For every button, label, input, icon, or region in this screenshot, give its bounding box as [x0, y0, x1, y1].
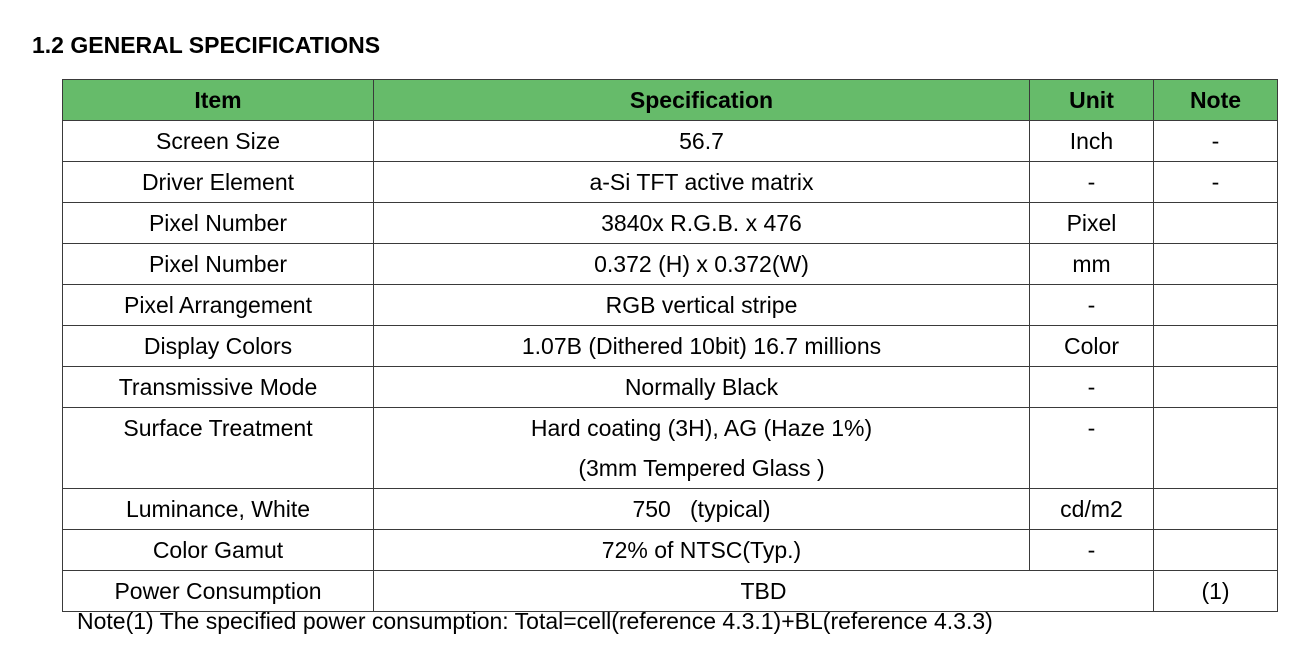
cell-item: Pixel Arrangement — [62, 284, 374, 326]
table-row: Pixel Number 0.372 (H) x 0.372(W) mm — [62, 243, 1278, 285]
section-title: 1.2 GENERAL SPECIFICATIONS — [32, 32, 381, 58]
cell-note: - — [1153, 161, 1278, 203]
table-row: Power Consumption TBD (1) — [62, 570, 1278, 612]
cell-item: Color Gamut — [62, 529, 374, 571]
cell-specification: 56.7 — [373, 120, 1030, 162]
cell-specification: 72% of NTSC(Typ.) — [373, 529, 1030, 571]
table-row: Driver Element a-Si TFT active matrix - … — [62, 161, 1278, 203]
cell-unit: Color — [1029, 325, 1154, 367]
cell-unit: cd/m2 — [1029, 488, 1154, 530]
cell-unit: Pixel — [1029, 202, 1154, 244]
table-row: Luminance, White 750 (typical) cd/m2 — [62, 488, 1278, 530]
cell-specification: 750 (typical) — [373, 488, 1030, 530]
general-specifications-table: Item Specification Unit Note Screen Size… — [62, 79, 1278, 612]
table-row: Pixel Number 3840x R.G.B. x 476 Pixel — [62, 202, 1278, 244]
table-row: Display Colors 1.07B (Dithered 10bit) 16… — [62, 325, 1278, 367]
cell-note — [1153, 407, 1278, 489]
cell-item: Luminance, White — [62, 488, 374, 530]
cell-note — [1153, 529, 1278, 571]
header-specification: Specification — [373, 79, 1030, 121]
cell-specification: RGB vertical stripe — [373, 284, 1030, 326]
cell-specification: a-Si TFT active matrix — [373, 161, 1030, 203]
cell-specification: Normally Black — [373, 366, 1030, 408]
cell-specification: 0.372 (H) x 0.372(W) — [373, 243, 1030, 285]
cell-note — [1153, 488, 1278, 530]
cell-note — [1153, 243, 1278, 285]
cell-unit: - — [1029, 529, 1154, 571]
footnote: Note(1) The specified power consumption:… — [77, 608, 993, 634]
cell-item: Pixel Number — [62, 243, 374, 285]
cell-specification: 3840x R.G.B. x 476 — [373, 202, 1030, 244]
cell-note: (1) — [1153, 570, 1278, 612]
cell-specification: TBD — [373, 570, 1154, 612]
cell-item: Transmissive Mode — [62, 366, 374, 408]
specification-line-1: Hard coating (3H), AG (Haze 1%) — [530, 415, 873, 441]
table-row: Surface Treatment Hard coating (3H), AG … — [62, 407, 1278, 489]
cell-unit: mm — [1029, 243, 1154, 285]
header-note: Note — [1153, 79, 1278, 121]
cell-unit: - — [1029, 284, 1154, 326]
cell-item: Driver Element — [62, 161, 374, 203]
cell-note — [1153, 366, 1278, 408]
cell-unit: - — [1029, 161, 1154, 203]
table-row: Screen Size 56.7 Inch - — [62, 120, 1278, 162]
cell-unit: - — [1029, 366, 1154, 408]
cell-note: - — [1153, 120, 1278, 162]
table-row: Transmissive Mode Normally Black - — [62, 366, 1278, 408]
cell-specification: Hard coating (3H), AG (Haze 1%) (3mm Tem… — [373, 407, 1030, 489]
table-header-row: Item Specification Unit Note — [62, 79, 1278, 121]
cell-note — [1153, 284, 1278, 326]
cell-unit: - — [1029, 407, 1154, 489]
cell-item: Surface Treatment — [62, 407, 374, 489]
cell-item: Pixel Number — [62, 202, 374, 244]
cell-item: Display Colors — [62, 325, 374, 367]
cell-specification: 1.07B (Dithered 10bit) 16.7 millions — [373, 325, 1030, 367]
cell-item: Power Consumption — [62, 570, 374, 612]
cell-note — [1153, 202, 1278, 244]
table-row: Pixel Arrangement RGB vertical stripe - — [62, 284, 1278, 326]
cell-item: Screen Size — [62, 120, 374, 162]
specification-line-2: (3mm Tempered Glass ) — [578, 455, 825, 481]
table-row: Color Gamut 72% of NTSC(Typ.) - — [62, 529, 1278, 571]
cell-note — [1153, 325, 1278, 367]
cell-unit: Inch — [1029, 120, 1154, 162]
header-item: Item — [62, 79, 374, 121]
header-unit: Unit — [1029, 79, 1154, 121]
